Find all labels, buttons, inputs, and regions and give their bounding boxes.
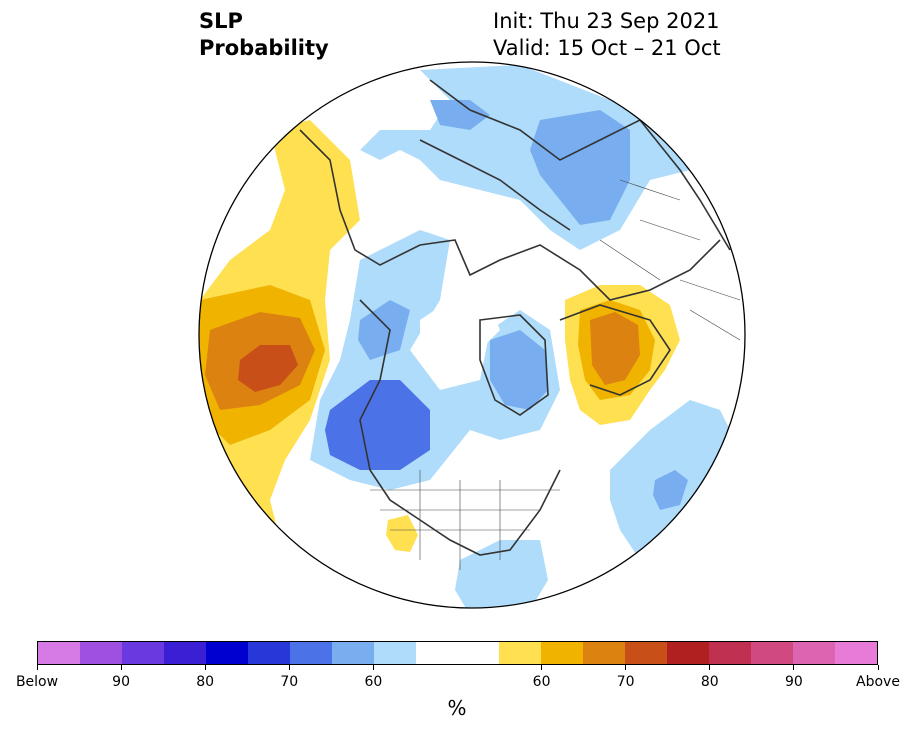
political-borders: [370, 179, 741, 570]
pacific-above-75: [238, 345, 298, 392]
colorbar-segment: [541, 642, 584, 664]
canada-below-65: [325, 380, 430, 470]
colorbar-segment: [79, 642, 122, 664]
colorbar-segment: [583, 642, 626, 664]
colorbar-segment: [835, 642, 878, 664]
colorbar-tick-label: Above: [856, 674, 900, 690]
colorbar-tick-label: 60: [364, 674, 383, 690]
init-date: Init: Thu 23 Sep 2021: [493, 9, 720, 33]
greenland-below-65: [490, 330, 548, 410]
colorbar-segment: [667, 642, 710, 664]
colorbar-tick-label: 90: [112, 674, 131, 690]
colorbar-segment: [709, 642, 752, 664]
colorbar-segment: [415, 642, 458, 664]
gulf-below-55: [455, 540, 548, 608]
us-above-55: [386, 515, 418, 552]
eurasia-below-75: [430, 100, 490, 130]
valid-range: Valid: 15 Oct – 21 Oct: [493, 36, 721, 60]
map-boundary: [198, 61, 746, 609]
colorbar-tick: [625, 665, 627, 670]
colorbar-tick-label: 70: [616, 674, 635, 690]
valid-period: Init: Thu 23 Sep 2021 Valid: 15 Oct – 21…: [493, 8, 721, 62]
canada-below-65b: [358, 300, 410, 360]
colorbar-segment: [121, 642, 164, 664]
colorbar-segment: [457, 642, 500, 664]
colorbar-tick: [372, 665, 374, 670]
colorbar-tick: [541, 665, 543, 670]
colorbar-segment: [38, 642, 80, 664]
colorbar-tick: [793, 665, 795, 670]
colorbar-tick-label: 70: [280, 674, 299, 690]
colorbar-segment: [163, 642, 206, 664]
eurasia-below-65: [530, 110, 630, 225]
europe-above-70: [590, 312, 640, 385]
atlantic-below-65: [653, 470, 688, 510]
colorbar: [37, 641, 878, 665]
colorbar-segment: [751, 642, 794, 664]
colorbar-segment: [289, 642, 332, 664]
colorbar-segment: [793, 642, 836, 664]
colorbar-tick-label: 60: [532, 674, 551, 690]
colorbar-segment: [499, 642, 542, 664]
colorbar-tick-label: Below: [15, 674, 59, 690]
unit-label: %: [447, 696, 467, 720]
map-title: SLP Probability: [199, 8, 329, 62]
colorbar-tick: [709, 665, 711, 670]
colorbar-tick-label: 80: [196, 674, 215, 690]
colorbar-segment: [247, 642, 290, 664]
colorbar-tick: [877, 665, 879, 670]
colorbar-segment: [205, 642, 248, 664]
colorbar-segment: [625, 642, 668, 664]
colorbar-tick: [36, 665, 38, 670]
colorbar-tick: [288, 665, 290, 670]
colorbar-tick: [204, 665, 206, 670]
colorbar-segment: [331, 642, 374, 664]
pole-neutral: [420, 300, 500, 370]
colorbar-tick-label: 80: [700, 674, 719, 690]
colorbar-tick: [120, 665, 122, 670]
polar-map: [198, 61, 746, 609]
product-label: Probability: [199, 36, 329, 60]
coastlines: [299, 79, 731, 556]
variable-label: SLP: [199, 9, 243, 33]
colorbar-tick-label: 90: [784, 674, 803, 690]
colorbar-segment: [373, 642, 416, 664]
probability-field: [199, 62, 745, 608]
